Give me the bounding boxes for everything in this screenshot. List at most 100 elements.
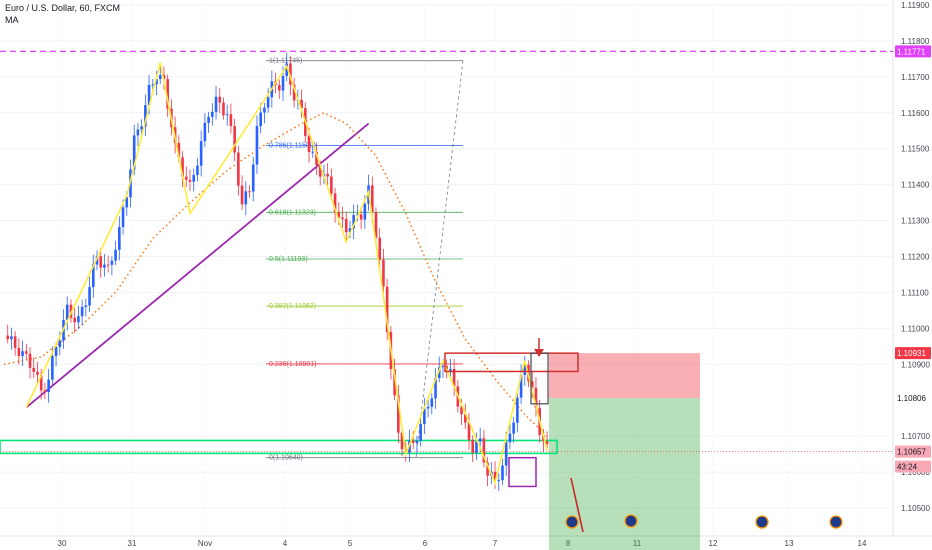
y-tick-label: 1.11100 <box>901 288 929 297</box>
x-tick-label: 30 <box>58 539 67 548</box>
candle-body <box>341 217 344 219</box>
candle-body <box>240 185 244 205</box>
stop-loss-zone[interactable] <box>549 353 700 399</box>
support-zone[interactable] <box>0 439 558 455</box>
candle-body <box>199 141 203 166</box>
candle-body <box>58 340 62 348</box>
x-tick-label: 5 <box>348 539 353 548</box>
candle-body <box>397 395 400 433</box>
fib-level-label: 0.236(1.10901) <box>269 361 316 368</box>
price-label: 43:24 <box>897 463 918 472</box>
candle-body <box>400 432 404 450</box>
candle-body <box>229 114 233 127</box>
chart-title: Euro / U.S. Dollar, 60, FXCM <box>5 3 121 13</box>
ma-indicator-label[interactable]: MA <box>5 15 19 25</box>
candle-body <box>132 135 136 170</box>
price-label: 1.10806 <box>897 394 926 403</box>
plot-background <box>0 0 893 536</box>
candle-body <box>467 422 471 440</box>
x-tick-label: 7 <box>493 539 498 548</box>
candle-body <box>501 465 504 481</box>
candle-body <box>255 126 259 165</box>
event-flag-icon[interactable] <box>829 515 843 529</box>
zigzag-line <box>25 62 548 486</box>
candle-body <box>330 176 333 194</box>
event-flag-icon[interactable] <box>624 514 638 528</box>
candle-body <box>177 142 181 158</box>
fib-level-label: 0.618(1.11323) <box>269 209 316 216</box>
x-tick-label: 14 <box>858 539 867 548</box>
candle-body <box>393 369 396 396</box>
candle-body <box>437 367 441 378</box>
candle-body <box>519 374 523 398</box>
x-tick-label: 31 <box>128 539 137 548</box>
candle-body <box>504 442 508 466</box>
candle-body <box>337 212 341 218</box>
low-box[interactable] <box>508 456 537 488</box>
resistance-box[interactable] <box>444 352 579 373</box>
candle-body <box>374 212 378 238</box>
candle-body <box>103 264 106 268</box>
candle-body <box>125 197 129 208</box>
candle-body <box>39 374 43 391</box>
candle-body <box>463 414 467 423</box>
candle-body <box>311 151 315 153</box>
candle-body <box>118 227 121 250</box>
price-label-bg <box>895 460 931 473</box>
candle-body <box>207 116 210 123</box>
candle-body <box>166 79 169 109</box>
candle-body <box>359 214 363 220</box>
price-label-bg <box>895 45 931 58</box>
candle-body <box>497 480 501 482</box>
x-tick-label: Nov <box>198 539 212 548</box>
y-tick-label: 1.11500 <box>901 145 930 154</box>
y-tick-label: 1.11300 <box>901 217 930 226</box>
candle-body <box>251 164 255 192</box>
candle-body <box>530 381 534 388</box>
candle-body <box>263 107 266 113</box>
candle-body <box>237 152 240 186</box>
fib-level-label: 0.5(1.11193) <box>269 256 308 263</box>
event-flag-icon[interactable] <box>755 515 769 529</box>
candle-body <box>333 193 337 213</box>
candle-body <box>140 126 143 130</box>
candle-body <box>222 102 225 116</box>
candle-body <box>51 356 54 380</box>
y-tick-label: 1.11600 <box>901 109 930 118</box>
candle-body <box>203 122 207 142</box>
candle-body <box>460 406 463 415</box>
candle-body <box>188 179 192 182</box>
candle-body <box>136 129 140 136</box>
candle-body <box>155 79 158 85</box>
y-tick-label: 1.11000 <box>901 324 930 333</box>
candle-body <box>121 207 125 228</box>
fib-level-label: 1(1.11745) <box>269 58 302 65</box>
candle-body <box>244 191 248 205</box>
x-tick-label: 6 <box>423 539 428 548</box>
y-tick-label: 1.11400 <box>901 181 930 190</box>
candle-body <box>211 111 214 117</box>
candle-body <box>151 84 155 86</box>
y-tick-label: 1.10500 <box>901 504 930 513</box>
candle-body <box>225 114 229 116</box>
price-label-bg <box>895 347 931 360</box>
candle-body <box>10 336 13 340</box>
candle-body <box>512 422 515 434</box>
candle-body <box>478 438 482 442</box>
x-tick-label: 12 <box>709 539 718 548</box>
candle-body <box>233 126 236 153</box>
candle-body <box>54 347 58 357</box>
candle-body <box>475 441 478 453</box>
price-scale-panel[interactable] <box>893 0 932 550</box>
x-tick-label: 13 <box>785 539 794 548</box>
price-label: 1.10931 <box>897 349 926 358</box>
y-tick-label: 1.10700 <box>901 432 930 441</box>
projection-line[interactable] <box>570 477 584 533</box>
event-flag-icon[interactable] <box>565 515 579 529</box>
candle-body <box>370 185 374 213</box>
candle-body <box>88 287 91 306</box>
x-tick-label: 4 <box>283 539 288 548</box>
trendline[interactable] <box>25 122 370 409</box>
candle-body <box>516 397 519 423</box>
